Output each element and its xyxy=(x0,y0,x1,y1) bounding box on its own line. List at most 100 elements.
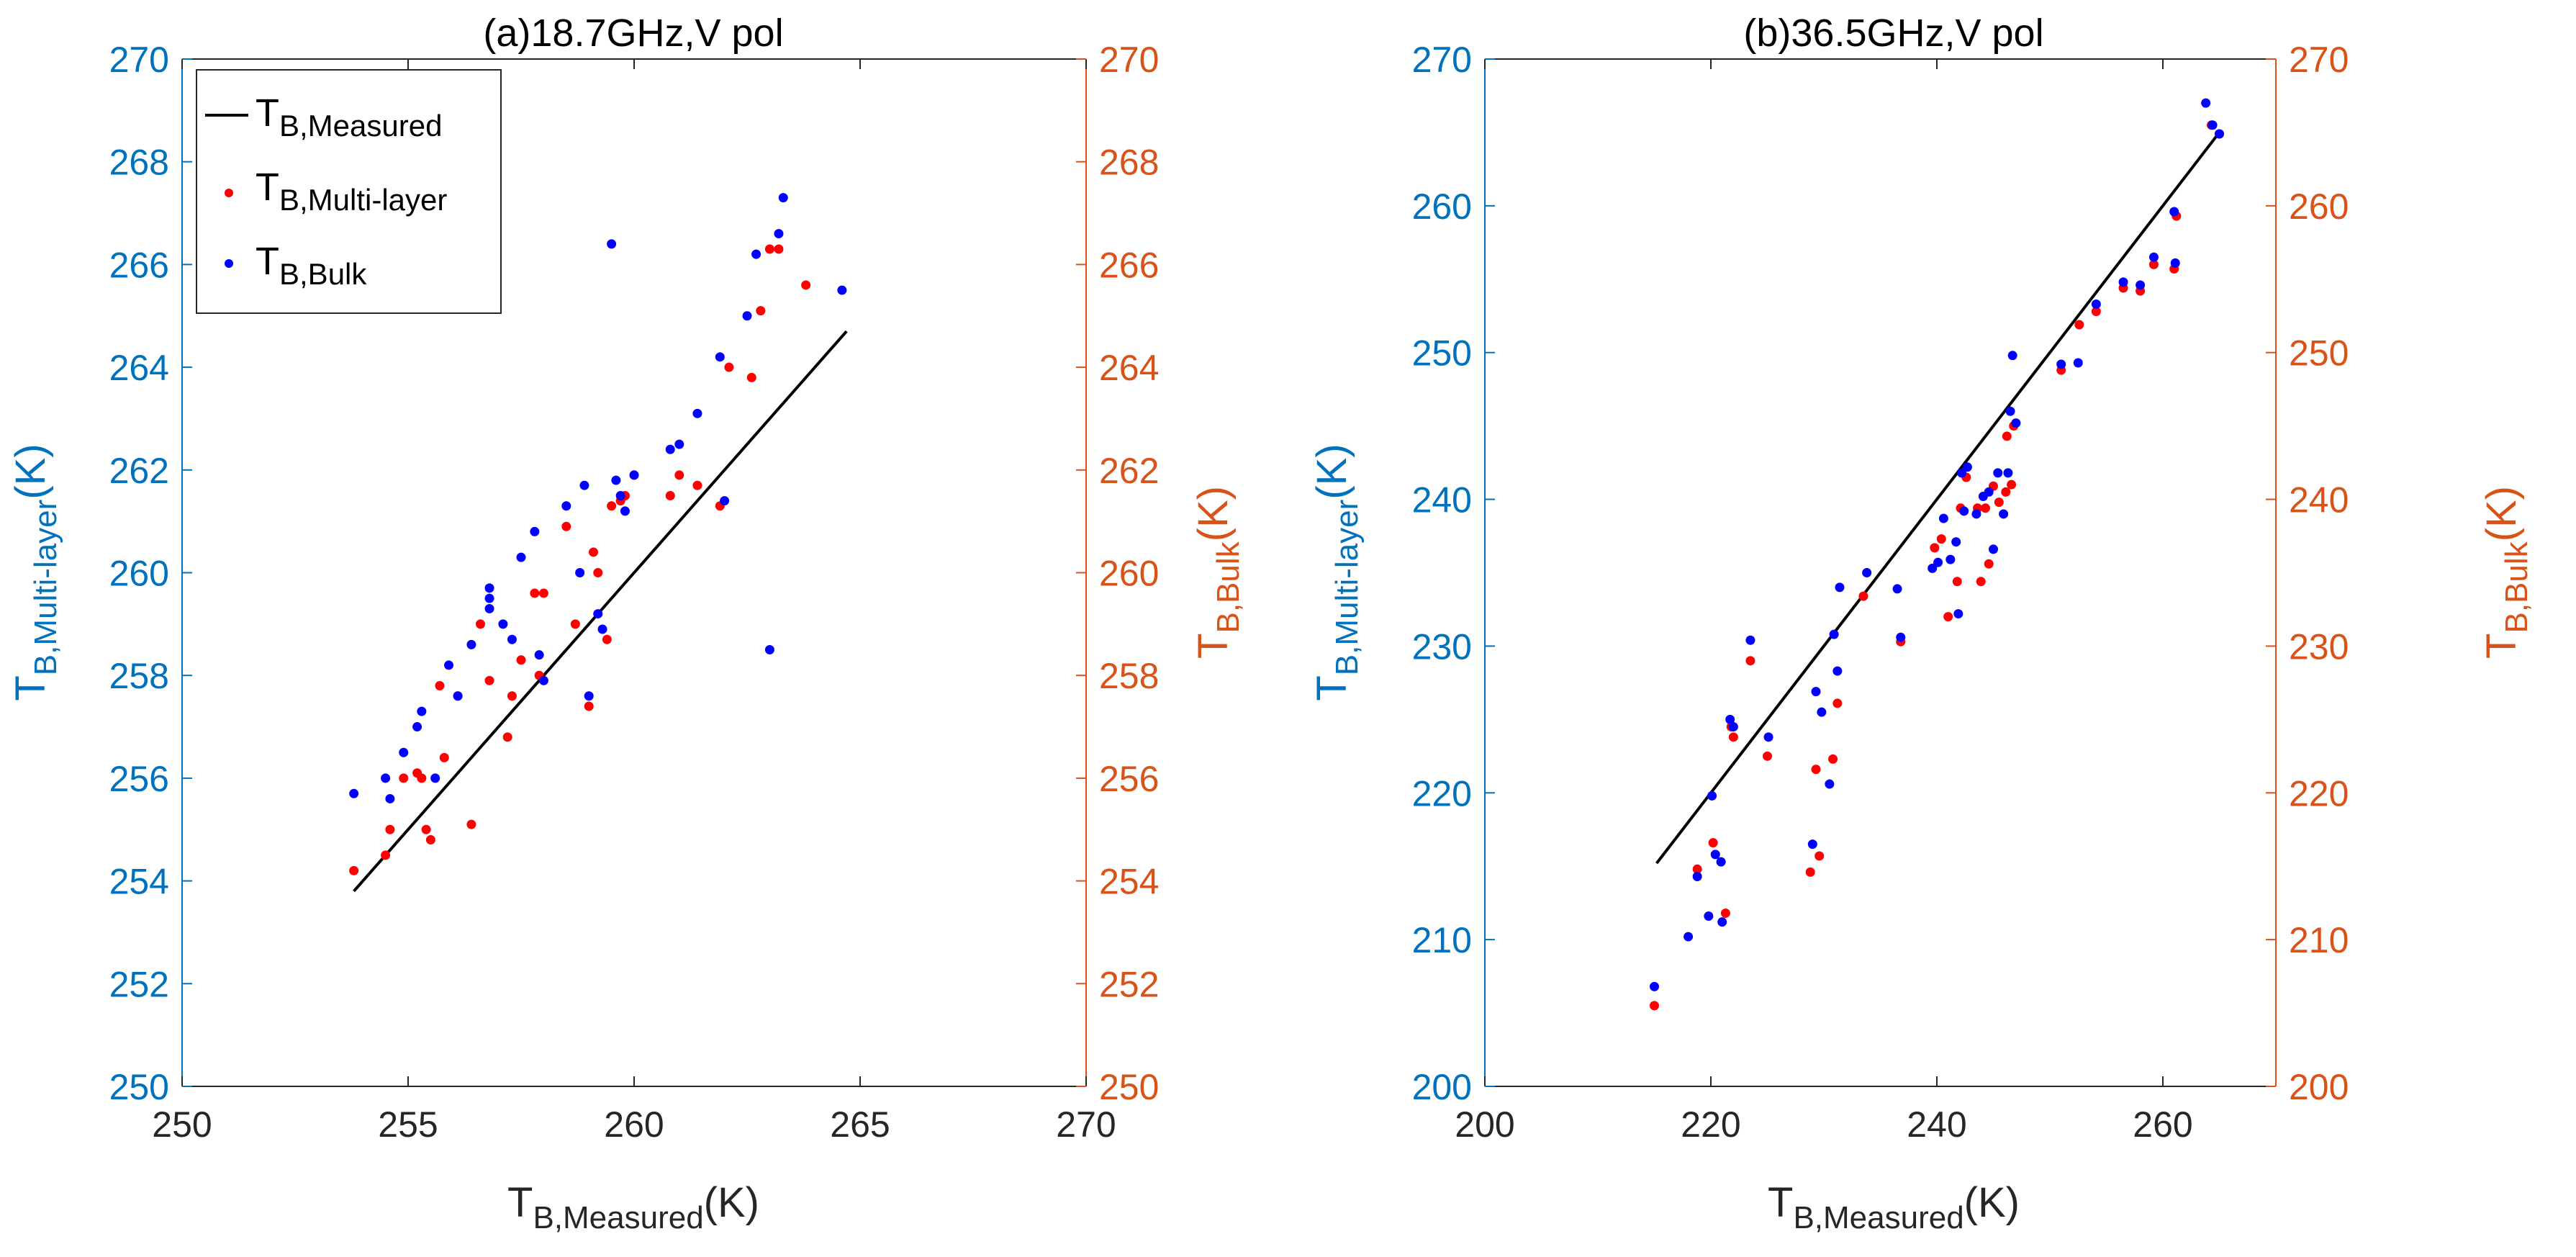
multilayer-point xyxy=(502,732,512,742)
left-y-tick-label: 220 xyxy=(1412,773,1472,814)
bulk-point xyxy=(498,619,508,629)
bulk-point xyxy=(764,645,774,655)
bulk-point xyxy=(1945,554,1956,564)
left-y-tick-label: 240 xyxy=(1412,480,1472,521)
multilayer-point xyxy=(1930,543,1940,553)
multilayer-point xyxy=(1728,732,1738,742)
x-tick-label: 260 xyxy=(604,1104,664,1145)
left-y-tick-label: 256 xyxy=(109,759,169,799)
multilayer-point xyxy=(1720,908,1730,918)
bulk-point xyxy=(1971,509,1981,519)
multilayer-point xyxy=(724,362,734,372)
right-y-tick-label: 210 xyxy=(2289,920,2349,960)
right-y-axis-label-main: T xyxy=(2478,634,2525,659)
multilayer-point xyxy=(484,675,494,685)
right-y-axis-label-unit: (K) xyxy=(1190,486,1237,541)
bulk-point xyxy=(1811,687,1821,697)
right-y-tick-label: 260 xyxy=(1099,554,1159,594)
right-y-axis-label: TB,Bulk(K) xyxy=(1190,486,1246,659)
bulk-point xyxy=(1953,609,1963,619)
bulk-point xyxy=(1959,506,1969,516)
bulk-point xyxy=(607,239,617,249)
bulk-point xyxy=(385,793,395,803)
bulk-point xyxy=(1650,981,1659,991)
legend-entry-measured-main: T xyxy=(256,91,279,135)
bulk-point xyxy=(399,747,409,757)
right-y-tick-label: 270 xyxy=(1099,40,1159,80)
multilayer-point xyxy=(425,835,435,845)
multilayer-point xyxy=(801,280,811,290)
x-tick-label: 265 xyxy=(830,1104,890,1145)
multilayer-point xyxy=(439,752,449,762)
bulk-point xyxy=(1835,582,1845,593)
right-y-axis-label-sub: B,Bulk xyxy=(2499,541,2534,633)
multilayer-point xyxy=(399,773,409,783)
bulk-point xyxy=(1989,544,1998,554)
multilayer-point xyxy=(602,634,612,644)
bulk-point xyxy=(1933,557,1943,567)
left-y-tick-label: 260 xyxy=(109,554,169,594)
bulk-point xyxy=(2118,277,2128,287)
bulk-point xyxy=(2003,468,2013,478)
bulk-point xyxy=(620,506,630,516)
bulk-point xyxy=(1692,871,1702,881)
bulk-point xyxy=(715,352,725,362)
multilayer-point xyxy=(1952,577,1962,587)
bulk-point xyxy=(1862,568,1872,577)
x-tick-label: 250 xyxy=(152,1104,212,1145)
left-y-tick-label: 250 xyxy=(1412,333,1472,374)
multilayer-point xyxy=(593,568,603,577)
bulk-point xyxy=(720,496,730,506)
right-y-tick-label: 250 xyxy=(1099,1067,1159,1107)
x-axis-label-main: T xyxy=(507,1179,533,1226)
bulk-point xyxy=(1829,629,1839,639)
legend-entry-bulk-sub: B,Bulk xyxy=(279,257,367,291)
right-y-axis-label-sub: B,Bulk xyxy=(1211,541,1246,633)
multilayer-point xyxy=(2002,431,2012,441)
bulk-point xyxy=(2073,358,2083,368)
right-y-axis-label: TB,Bulk(K) xyxy=(2478,486,2534,659)
measured-line xyxy=(1655,131,2221,865)
x-axis-label-unit: (K) xyxy=(1964,1179,2020,1226)
chart-title: (a)18.7GHz,V pol xyxy=(483,12,783,55)
bulk-point xyxy=(2207,120,2218,130)
legend-red-dot-swatch xyxy=(225,189,233,197)
plot-area xyxy=(1484,58,2277,1087)
right-y-tick-label: 268 xyxy=(1099,143,1159,183)
legend-entry-bulk-main: T xyxy=(256,240,279,283)
bulk-point xyxy=(1825,779,1835,789)
left-y-tick-label: 210 xyxy=(1412,920,1472,960)
bulk-point xyxy=(1817,707,1827,717)
bulk-point xyxy=(484,583,494,593)
bulk-point xyxy=(2148,252,2159,262)
bulk-point xyxy=(1684,932,1694,942)
multilayer-point xyxy=(2091,307,2101,317)
multilayer-point xyxy=(1858,591,1868,601)
multilayer-point xyxy=(421,824,431,834)
x-tick-label: 260 xyxy=(2133,1104,2192,1145)
bulk-point xyxy=(1716,857,1726,867)
multilayer-point xyxy=(516,655,526,665)
left-y-tick-label: 270 xyxy=(109,40,169,80)
bulk-point xyxy=(484,593,494,603)
multilayer-point xyxy=(1976,577,1986,587)
bulk-point xyxy=(2169,207,2179,217)
chart-title: (b)36.5GHz,V pol xyxy=(1743,12,2043,55)
bulk-point xyxy=(1957,468,1967,478)
bulk-point xyxy=(453,691,463,701)
bulk-point xyxy=(597,624,607,634)
left-y-axis-label: TB,Multi-layer(K) xyxy=(7,443,63,700)
bulk-point xyxy=(516,552,526,562)
bulk-point xyxy=(1993,468,2003,478)
multilayer-point xyxy=(774,244,784,254)
bulk-point xyxy=(593,609,603,619)
multilayer-point xyxy=(674,470,684,480)
bulk-point xyxy=(2091,299,2101,309)
bulk-point xyxy=(1745,635,1755,645)
bulk-point xyxy=(2136,280,2146,290)
legend: TB,Measured TB,Multi-layer TB,Bulk xyxy=(196,69,502,314)
bulk-point xyxy=(538,675,548,685)
